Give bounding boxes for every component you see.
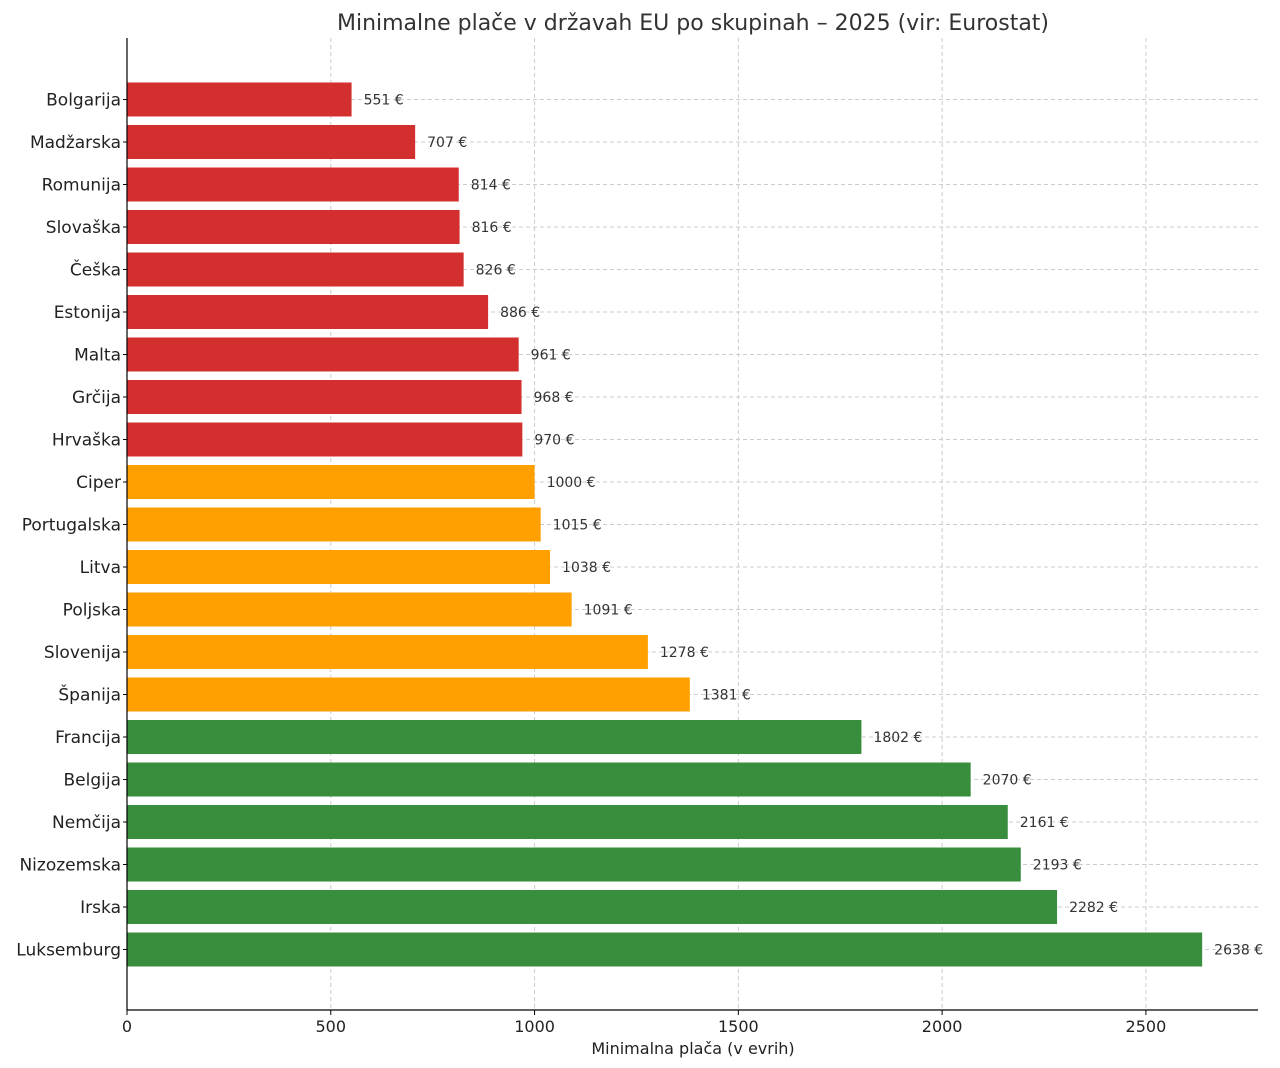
bar-value-label: 968 € — [534, 390, 574, 406]
category-label: Litva — [80, 558, 121, 578]
bar-poljska — [127, 592, 572, 627]
x-tick-label: 0 — [122, 1017, 132, 1036]
x-tick-label: 1000 — [514, 1017, 555, 1036]
bars-layer — [127, 82, 1203, 967]
category-label: Slovenija — [44, 643, 121, 663]
bar-value-label: 1091 € — [584, 603, 633, 619]
x-ticks-layer: 0 500 1000 1500 2000 2500 — [122, 1010, 1166, 1036]
bar-madžarska — [127, 125, 416, 159]
bar-francija — [127, 720, 862, 754]
bar-value-label: 1038 € — [562, 560, 611, 576]
bar-romunija — [127, 167, 459, 202]
bar-value-label: 2282 € — [1069, 900, 1118, 916]
category-label: Češka — [70, 259, 121, 281]
bar-portugalska — [127, 507, 541, 542]
bar-value-label: 1802 € — [873, 730, 922, 746]
category-label: Nemčija — [52, 813, 121, 833]
category-label: Ciper — [76, 473, 121, 493]
bar-value-label: 826 € — [476, 263, 516, 279]
bar-luksemburg — [127, 932, 1203, 967]
bar-value-label: 1278 € — [660, 645, 709, 661]
bar-belgija — [127, 762, 971, 797]
bar-value-label: 551 € — [364, 93, 404, 109]
bar-value-label: 1015 € — [553, 518, 602, 534]
bar-value-label: 2070 € — [983, 773, 1032, 789]
bar-value-label: 2161 € — [1020, 815, 1069, 831]
bar-malta — [127, 337, 519, 372]
x-tick-label: 1500 — [718, 1017, 759, 1036]
bar-irska — [127, 890, 1058, 924]
category-label: Belgija — [64, 771, 122, 791]
category-label: Malta — [74, 346, 121, 366]
value-labels-layer: 551 € 707 € 814 € 816 € 826 € 886 € 961 € 968 €… — [364, 93, 1264, 959]
x-axis-label: Minimalna plača (v evrih) — [591, 1039, 794, 1058]
category-label: Bolgarija — [46, 91, 121, 111]
bar-litva — [127, 550, 551, 584]
bar-hrvaška — [127, 422, 523, 457]
bar-value-label: 814 € — [471, 178, 511, 194]
bar-ciper — [127, 465, 535, 499]
bar-value-label: 2638 € — [1214, 943, 1263, 959]
category-label: Luksemburg — [16, 941, 121, 961]
x-tick-label: 2500 — [1126, 1017, 1167, 1036]
bar-value-label: 970 € — [534, 433, 574, 449]
bar-bolgarija — [127, 82, 352, 117]
category-label: Nizozemska — [19, 856, 121, 876]
bar-slovenija — [127, 635, 648, 669]
bar-value-label: 816 € — [472, 220, 512, 236]
category-label: Portugalska — [22, 516, 121, 536]
category-label: Hrvaška — [52, 431, 121, 451]
category-label: Irska — [80, 898, 121, 918]
bar-nizozemska — [127, 847, 1021, 882]
category-label: Madžarska — [30, 133, 121, 153]
bar-slovaška — [127, 210, 460, 244]
bar-value-label: 1000 € — [547, 475, 596, 491]
x-tick-label: 500 — [316, 1017, 347, 1036]
category-label: Grčija — [72, 388, 121, 408]
bar-španija — [127, 677, 690, 712]
chart-title: Minimalne plače v državah EU po skupinah… — [337, 11, 1049, 36]
bar-value-label: 1381 € — [702, 688, 751, 704]
category-label: Slovaška — [46, 218, 121, 238]
category-label: Španija — [58, 684, 121, 706]
bar-value-label: 2193 € — [1033, 858, 1082, 874]
bar-estonija — [127, 295, 489, 329]
category-label: Poljska — [63, 601, 121, 621]
category-label: Estonija — [54, 303, 121, 323]
bar-nemčija — [127, 805, 1008, 839]
bar-value-label: 961 € — [531, 348, 571, 364]
category-labels-layer: Bolgarija Madžarska Romunija Slovaška Češka E… — [16, 91, 127, 961]
bar-value-label: 886 € — [500, 305, 540, 321]
bar-češka — [127, 252, 464, 287]
x-tick-label: 2000 — [922, 1017, 963, 1036]
bar-grčija — [127, 380, 522, 414]
bar-value-label: 707 € — [427, 135, 467, 151]
category-label: Romunija — [42, 176, 121, 196]
category-label: Francija — [55, 728, 121, 748]
